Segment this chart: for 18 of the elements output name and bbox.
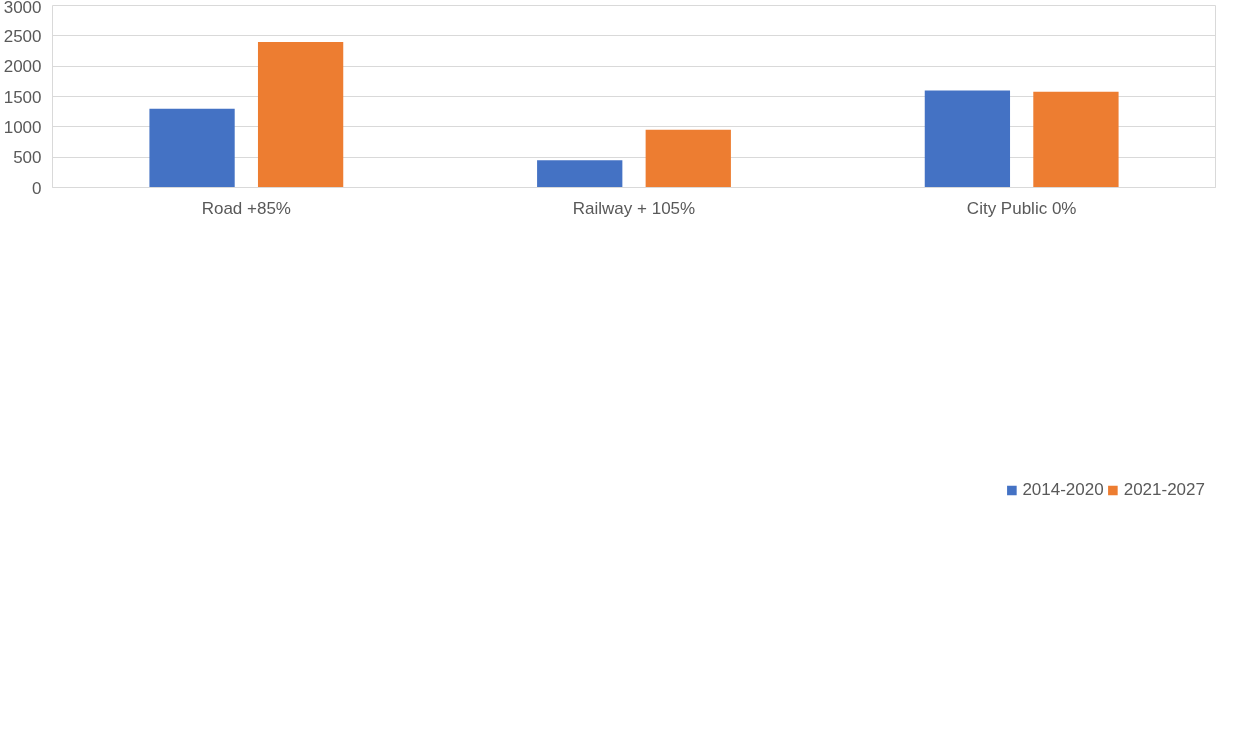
bar: [645, 129, 731, 188]
bar: [537, 160, 623, 188]
y-tick-label: 1500: [3, 87, 42, 107]
x-tick-label: Railway + 105%: [572, 198, 696, 218]
legend-label: 2021-2027: [1123, 480, 1205, 500]
y-tick-label: 0: [32, 178, 42, 198]
bar: [924, 90, 1011, 188]
y-tick-label: 3000: [3, 0, 42, 17]
y-tick-label: 500: [13, 148, 42, 168]
y-tick-label: 2500: [3, 26, 42, 46]
bar: [149, 108, 235, 188]
bar: [257, 41, 344, 188]
y-tick-label: 1000: [3, 117, 42, 137]
x-tick-label: Road +85%: [201, 198, 291, 218]
bar: [1033, 91, 1119, 188]
y-tick-label: 2000: [3, 57, 42, 77]
legend-label: 2014-2020: [1022, 480, 1104, 500]
x-tick-label: City Public 0%: [966, 198, 1077, 218]
